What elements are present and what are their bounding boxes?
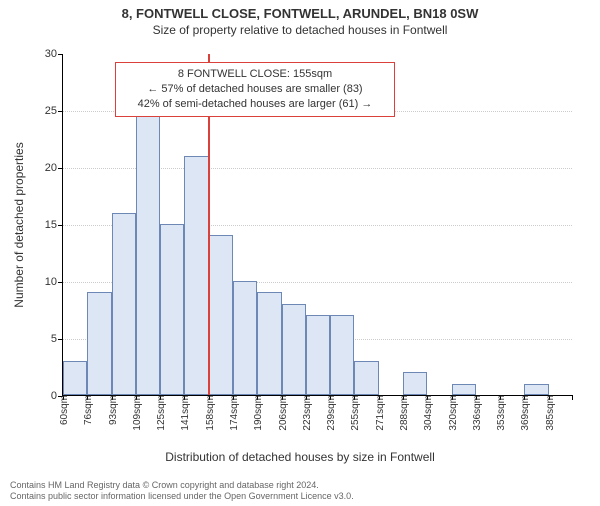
histogram-bar bbox=[306, 315, 330, 395]
xtick-label: 369sqm bbox=[520, 395, 531, 431]
histogram-bar bbox=[330, 315, 354, 395]
ytick-mark bbox=[58, 54, 63, 55]
ytick-label: 20 bbox=[45, 162, 57, 174]
histogram-bar bbox=[403, 372, 427, 395]
xtick-label: 385sqm bbox=[545, 395, 556, 431]
ytick-mark bbox=[58, 282, 63, 283]
ytick-mark bbox=[58, 168, 63, 169]
xtick-label: 239sqm bbox=[326, 395, 337, 431]
ytick-mark bbox=[58, 111, 63, 112]
histogram-bar bbox=[112, 213, 136, 395]
footer-line-2: Contains public sector information licen… bbox=[10, 491, 354, 502]
xtick-label: 76sqm bbox=[83, 395, 94, 425]
annotation-line: 8 FONTWELL CLOSE: 155sqm bbox=[124, 67, 386, 82]
xtick-label: 288sqm bbox=[399, 395, 410, 431]
annotation-line: 42% of semi-detached houses are larger (… bbox=[124, 97, 386, 112]
histogram-bar bbox=[233, 281, 257, 395]
xtick-label: 93sqm bbox=[108, 395, 119, 425]
ytick-mark bbox=[58, 225, 63, 226]
xtick-label: 125sqm bbox=[156, 395, 167, 431]
xtick-label: 320sqm bbox=[448, 395, 459, 431]
annotation-callout: 8 FONTWELL CLOSE: 155sqm← 57% of detache… bbox=[115, 62, 395, 117]
ytick-mark bbox=[58, 339, 63, 340]
histogram-bar bbox=[354, 361, 378, 395]
ytick-label: 10 bbox=[45, 276, 57, 288]
chart-subtitle: Size of property relative to detached ho… bbox=[0, 23, 600, 37]
annotation-line: ← 57% of detached houses are smaller (83… bbox=[124, 82, 386, 97]
histogram-bar bbox=[257, 292, 281, 395]
xtick-label: 109sqm bbox=[132, 395, 143, 431]
xtick-label: 304sqm bbox=[423, 395, 434, 431]
ytick-label: 0 bbox=[51, 390, 57, 402]
ytick-label: 15 bbox=[45, 219, 57, 231]
histogram-bar bbox=[87, 292, 111, 395]
histogram-bar bbox=[160, 224, 184, 395]
histogram-bar bbox=[452, 384, 476, 395]
xtick-label: 255sqm bbox=[350, 395, 361, 431]
histogram-bar bbox=[184, 156, 208, 395]
xtick-mark bbox=[572, 395, 573, 400]
xtick-label: 60sqm bbox=[59, 395, 70, 425]
ytick-label: 25 bbox=[45, 105, 57, 117]
histogram-bar bbox=[282, 304, 306, 395]
chart-title: 8, FONTWELL CLOSE, FONTWELL, ARUNDEL, BN… bbox=[0, 6, 600, 21]
histogram-bar bbox=[136, 110, 160, 395]
xtick-label: 353sqm bbox=[496, 395, 507, 431]
xtick-label: 206sqm bbox=[278, 395, 289, 431]
ytick-label: 30 bbox=[45, 48, 57, 60]
xtick-label: 158sqm bbox=[205, 395, 216, 431]
y-axis-label: Number of detached properties bbox=[12, 60, 26, 225]
histogram-bar bbox=[524, 384, 548, 395]
x-axis-label: Distribution of detached houses by size … bbox=[0, 450, 600, 464]
xtick-label: 174sqm bbox=[229, 395, 240, 431]
histogram-bar bbox=[63, 361, 87, 395]
xtick-label: 223sqm bbox=[302, 395, 313, 431]
xtick-label: 271sqm bbox=[375, 395, 386, 431]
xtick-label: 190sqm bbox=[253, 395, 264, 431]
plot-area: 05101520253060sqm76sqm93sqm109sqm125sqm1… bbox=[62, 54, 572, 396]
ytick-label: 5 bbox=[51, 333, 57, 345]
xtick-label: 336sqm bbox=[472, 395, 483, 431]
histogram-bar bbox=[209, 235, 233, 395]
footer-line-1: Contains HM Land Registry data © Crown c… bbox=[10, 480, 354, 491]
xtick-label: 141sqm bbox=[180, 395, 191, 431]
footer-attribution: Contains HM Land Registry data © Crown c… bbox=[10, 480, 354, 503]
